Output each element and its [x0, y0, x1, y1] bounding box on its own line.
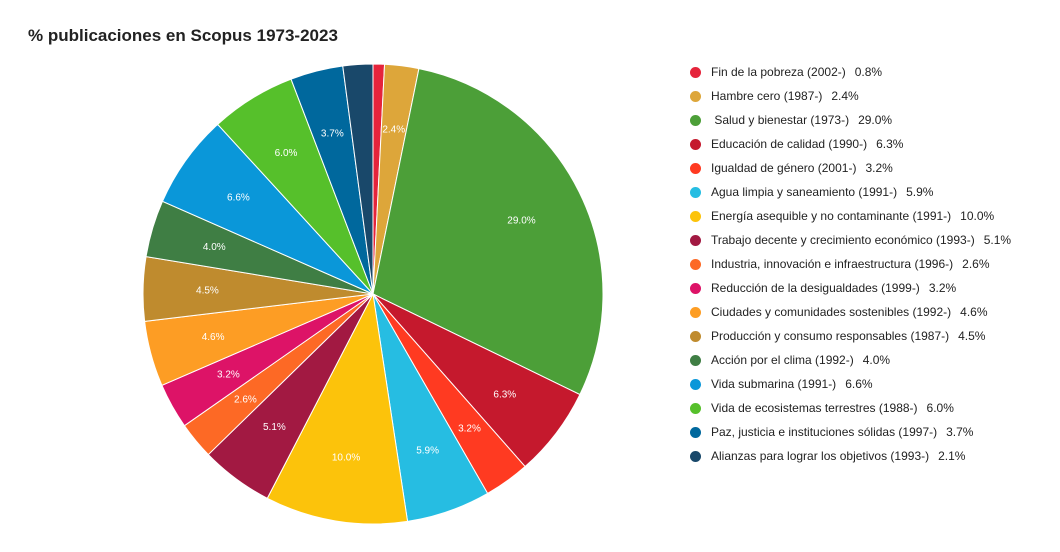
legend-percentage: 4.6% — [960, 305, 988, 319]
legend-label: Reducción de la desigualdades (1999-) — [711, 281, 920, 295]
legend-swatch — [690, 258, 701, 270]
legend-swatch — [690, 450, 701, 462]
legend-label: Alianzas para lograr los objetivos (1993… — [711, 449, 930, 463]
legend-item: Reducción de la desigualdades (1999-) 3.2… — [690, 276, 1050, 300]
legend-percentage: 5.9% — [906, 185, 934, 199]
slice-data-label: 6.6% — [227, 193, 250, 204]
slice-data-label: 4.5% — [196, 285, 219, 296]
slice-data-label: 5.9% — [416, 445, 439, 456]
legend-label: Fin de la pobreza (2002-) — [711, 65, 846, 79]
legend-swatch — [690, 90, 701, 102]
legend-percentage: 2.1% — [938, 449, 966, 463]
slice-data-label: 2.6% — [234, 395, 257, 406]
legend-swatch — [690, 402, 701, 414]
legend-percentage: 4.0% — [862, 353, 891, 367]
legend-item: Trabajo decente y crecimiento económico … — [690, 228, 1050, 252]
legend-item: Industria, innovación e infraestructura … — [690, 252, 1050, 276]
legend-swatch — [690, 282, 701, 294]
legend-swatch — [690, 426, 701, 438]
legend-item: Alianzas para lograr los objetivos (1993… — [690, 444, 1050, 468]
pie-slice-3 — [372, 68, 604, 396]
slice-data-label: 3.7% — [321, 128, 344, 139]
legend-item: Vida submarina (1991-) 6.6% — [690, 372, 1050, 396]
slice-data-label: 6.3% — [493, 389, 516, 400]
pie-slice-17 — [342, 63, 374, 295]
legend-swatch — [690, 66, 701, 78]
legend-percentage: 2.4% — [831, 89, 859, 103]
legend-item: Agua limpia y saneamiento (1991-) 5.9% — [690, 180, 1050, 204]
legend-item: Acción por el clima (1992-) 4.0% — [690, 348, 1050, 372]
legend-item: Salud y bienestar (1973-) 29.0% — [690, 108, 1050, 132]
legend-percentage: 3.2% — [865, 161, 893, 175]
legend-label: Agua limpia y saneamiento (1991-) — [711, 185, 898, 199]
legend-label: Paz, justicia e instituciones sólidas (1… — [711, 425, 938, 439]
legend-item: Ciudades y comunidades sostenibles (1992… — [690, 300, 1050, 324]
legend-percentage: 6.3% — [876, 137, 904, 151]
legend-label: Vida submarina (1991-) — [711, 377, 837, 391]
legend-swatch — [690, 210, 701, 222]
slice-data-label: 2.4% — [382, 125, 405, 136]
legend-percentage: 29.0% — [858, 113, 893, 127]
legend-label: Acción por el clima (1992-) — [711, 353, 854, 367]
legend-label: Energía asequible y no contaminante (199… — [711, 209, 952, 223]
legend-label: Trabajo decente y crecimiento económico … — [711, 233, 975, 247]
legend-swatch — [690, 306, 701, 318]
legend-item: Fin de la pobreza (2002-) 0.8% — [690, 60, 1050, 84]
chart-title: % publicaciones en Scopus 1973-2023 — [28, 26, 338, 45]
legend-percentage: 4.5% — [958, 329, 986, 343]
legend-label: Salud y bienestar (1973-) — [711, 113, 850, 127]
slice-data-label: 6.0% — [275, 148, 298, 159]
legend-item: Igualdad de género (2001-) 3.2% — [690, 156, 1050, 180]
slice-data-label: 10.0% — [332, 452, 360, 463]
legend-percentage: 3.2% — [928, 281, 957, 295]
legend-label: Educación de calidad (1990-) — [711, 137, 868, 151]
legend-swatch — [690, 114, 701, 126]
legend-swatch — [690, 354, 701, 366]
legend-percentage: 0.8% — [854, 65, 883, 79]
legend-item: Hambre cero (1987-) 2.4% — [690, 84, 1050, 108]
legend-swatch — [690, 234, 701, 246]
legend-swatch — [690, 186, 701, 198]
legend-percentage: 2.6% — [962, 257, 990, 271]
legend-label: Hambre cero (1987-) — [711, 89, 823, 103]
legend-percentage: 6.6% — [845, 377, 873, 391]
legend-item: Educación de calidad (1990-) 6.3% — [690, 132, 1050, 156]
chart-legend: Fin de la pobreza (2002-) 0.8% Hambre cero… — [690, 60, 1050, 468]
pie-slice-7 — [266, 292, 409, 525]
legend-item: Paz, justicia e instituciones sólidas (1… — [690, 420, 1050, 444]
slice-data-label: 29.0% — [507, 216, 535, 227]
legend-label: Ciudades y comunidades sostenibles (1992… — [711, 305, 952, 319]
legend-label: Igualdad de género (2001-) — [711, 161, 857, 175]
legend-swatch — [690, 378, 701, 390]
legend-percentage: 6.0% — [926, 401, 954, 415]
slice-data-label: 5.1% — [263, 422, 286, 433]
legend-percentage: 3.7% — [946, 425, 974, 439]
slice-data-label: 4.0% — [203, 242, 226, 253]
legend-label: Vida de ecosistemas terrestres (1988-) — [711, 401, 918, 415]
legend-item: Producción y consumo responsables (1987-… — [690, 324, 1050, 348]
legend-label: Producción y consumo responsables (1987-… — [711, 329, 950, 343]
legend-percentage: 10.0% — [960, 209, 995, 223]
legend-item: Vida de ecosistemas terrestres (1988-) 6.… — [690, 396, 1050, 420]
legend-percentage: 5.1% — [983, 233, 1012, 247]
legend-item: Energía asequible y no contaminante (199… — [690, 204, 1050, 228]
legend-swatch — [690, 138, 701, 150]
slice-data-label: 3.2% — [217, 370, 240, 381]
legend-swatch — [690, 162, 701, 174]
slice-data-label: 4.6% — [202, 332, 225, 343]
slice-data-label: 3.2% — [458, 424, 481, 435]
legend-swatch — [690, 330, 701, 342]
pie-chart: 2.4% 29.0% 6.3% 3.2% 5.9% 10.0% 5.1% 2.6% 3.2% 4.… — [142, 63, 604, 525]
legend-label: Industria, innovación e infraestructura … — [711, 257, 954, 271]
